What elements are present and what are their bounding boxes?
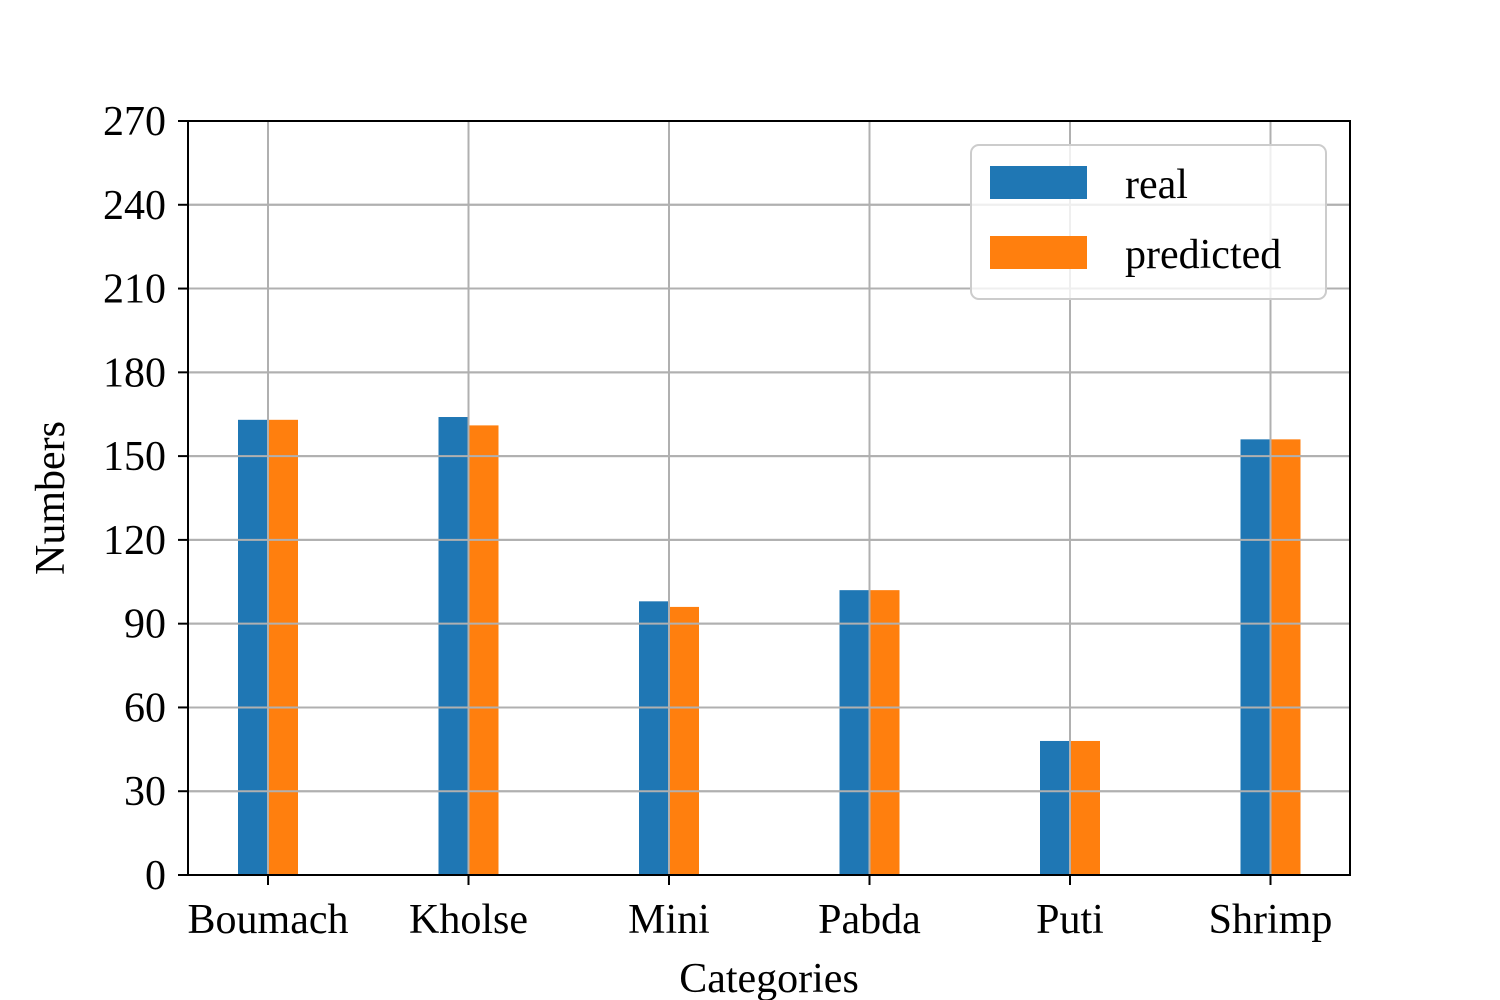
x-tick-label: Boumach: [188, 897, 349, 943]
x-tick-label: Kholse: [409, 897, 528, 943]
bar-real-shrimp: [1240, 439, 1271, 875]
x-axis-title: Categories: [679, 956, 859, 1000]
bar-real-kholse: [438, 417, 469, 875]
bar-predicted-shrimp: [1270, 439, 1301, 875]
bar-real-boumach: [238, 419, 268, 875]
bar-predicted-mini: [669, 606, 699, 875]
bar-real-mini: [639, 601, 669, 875]
legend-label-real: real: [1125, 162, 1188, 208]
y-tick-label: 30: [124, 769, 166, 815]
legend-label-predicted: predicted: [1125, 232, 1281, 278]
y-tick-label: 150: [103, 434, 166, 480]
y-tick-label: 120: [103, 518, 166, 564]
y-tick-label: 60: [124, 685, 166, 731]
bar-real-pabda: [839, 590, 870, 875]
x-tick-label: Puti: [1036, 897, 1104, 943]
plot-frame: [187, 120, 1351, 876]
bar-real-puti: [1040, 740, 1070, 875]
x-tick-label: Pabda: [818, 897, 921, 943]
bars: [188, 120, 1350, 876]
bar-predicted-puti: [1070, 740, 1100, 875]
bar-predicted-kholse: [468, 425, 499, 875]
y-axis-title: Numbers: [28, 421, 74, 575]
legend-swatch-real: [990, 166, 1087, 199]
y-tick-label: 90: [124, 602, 166, 648]
bar-predicted-boumach: [268, 419, 298, 875]
bar-predicted-pabda: [869, 590, 900, 875]
legend: real predicted: [970, 144, 1327, 300]
y-tick-label: 210: [103, 267, 166, 313]
y-tick-label: 180: [103, 350, 166, 396]
y-tick-label: 270: [103, 99, 166, 145]
y-tick-label: 240: [103, 183, 166, 229]
x-tick-label: Mini: [628, 897, 710, 943]
axis-ticks: 0 30 60 90 120 150 180 210 240 270 Boumach Kholse Mi…: [103, 99, 1332, 943]
legend-swatch-predicted: [990, 236, 1087, 269]
y-tick-label: 0: [145, 853, 166, 899]
x-tick-label: Shrimp: [1209, 897, 1333, 943]
